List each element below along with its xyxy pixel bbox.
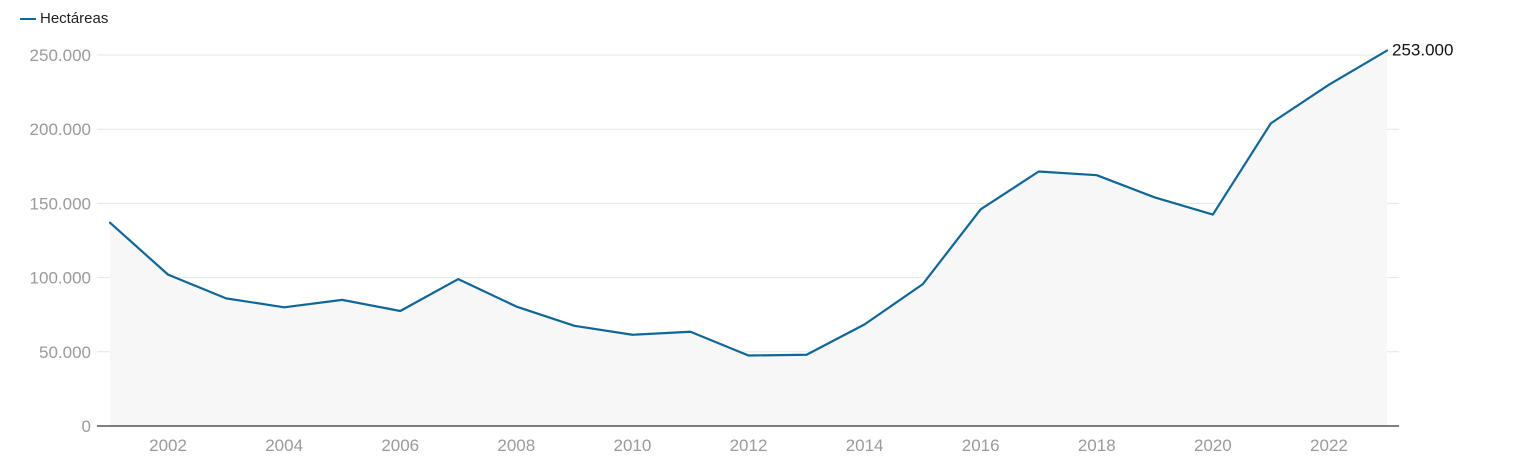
legend: Hectáreas: [20, 10, 108, 27]
y-tick-label: 250.000: [30, 46, 91, 65]
area-fill: [110, 50, 1387, 427]
area-layer: [110, 50, 1387, 427]
x-tick-label: 2004: [265, 436, 303, 455]
label-layer: 0 50.000 100.000 150.000 200.000 250.000 2002 2…: [30, 41, 1454, 455]
legend-swatch: [20, 17, 36, 20]
x-tick-label: 2012: [730, 436, 768, 455]
x-tick-label: 2010: [613, 436, 651, 455]
y-tick-label: 50.000: [39, 343, 91, 362]
y-tick-label: 200.000: [30, 120, 91, 139]
y-tick-label: 100.000: [30, 269, 91, 288]
x-tick-label: 2016: [962, 436, 1000, 455]
y-tick-label: 0: [82, 417, 91, 436]
x-tick-label: 2022: [1310, 436, 1348, 455]
series-line-hectareas: [108, 49, 1389, 357]
line-layer: [108, 49, 1389, 357]
x-tick-label: 2008: [497, 436, 535, 455]
x-tick-label: 2020: [1194, 436, 1232, 455]
x-tick-label: 2014: [846, 436, 884, 455]
x-tick-label: 2018: [1078, 436, 1116, 455]
x-tick-label: 2006: [381, 436, 419, 455]
y-tick-label: 150.000: [30, 194, 91, 213]
legend-label: Hectáreas: [40, 10, 109, 27]
x-tick-label: 2002: [149, 436, 187, 455]
end-value-label: 253.000: [1392, 41, 1453, 60]
